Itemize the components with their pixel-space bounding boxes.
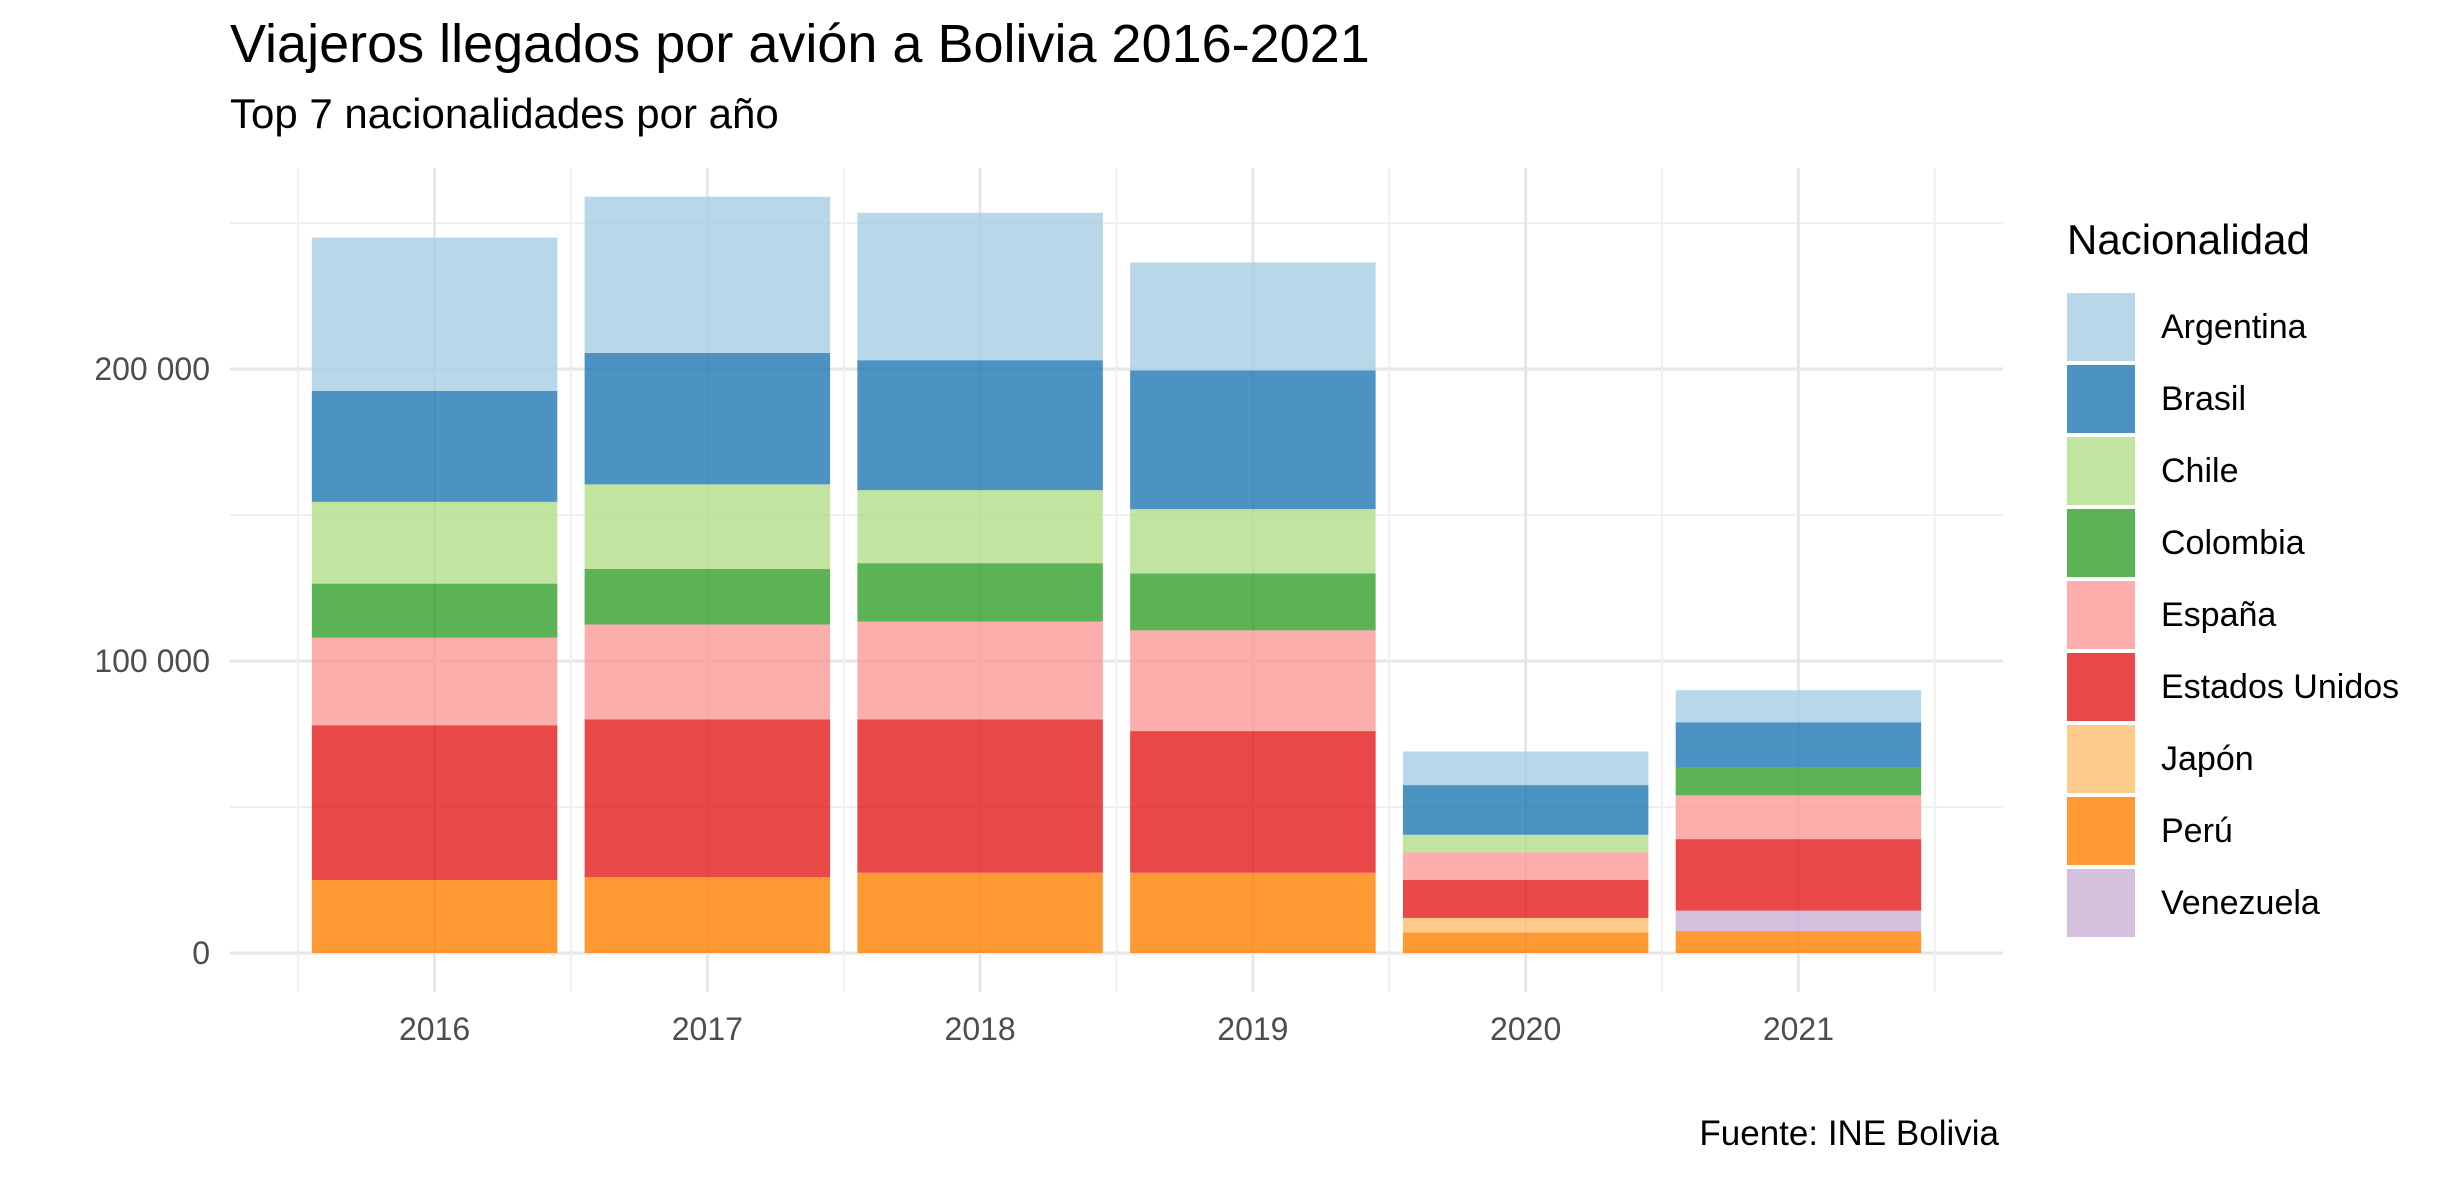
- bar-segment: [1402, 932, 1649, 953]
- bar-segment: [584, 624, 831, 720]
- legend-item: Perú: [2067, 795, 2399, 867]
- bar-segment: [1130, 630, 1376, 732]
- legend-swatch: [2067, 581, 2135, 649]
- bar-segment: [1675, 910, 1922, 932]
- legend-swatch: [2067, 293, 2135, 361]
- legend-label: Chile: [2161, 451, 2239, 490]
- legend-label: Estados Unidos: [2161, 667, 2400, 706]
- legend-swatch: [2067, 869, 2135, 937]
- y-tick-label: 200 000: [94, 351, 210, 387]
- bar-segment: [584, 484, 831, 570]
- legend-swatch: [2067, 365, 2135, 433]
- legend-item: Chile: [2067, 435, 2399, 507]
- bar-segment: [1402, 852, 1649, 880]
- bar-segment: [584, 352, 831, 485]
- y-tick-label: 0: [192, 935, 210, 971]
- bar-segment: [1402, 834, 1649, 853]
- bar-segment: [857, 360, 1103, 491]
- x-tick-labels: 2016 2017 2018 2019 2020 2021: [399, 1011, 1834, 1047]
- legend-swatch: [2067, 509, 2135, 577]
- legend-label: Japón: [2161, 739, 2254, 778]
- x-tick-label: 2018: [945, 1011, 1016, 1047]
- bar-segment: [1675, 795, 1922, 840]
- bar-segment: [584, 196, 831, 353]
- bar-segment: [1402, 917, 1649, 933]
- legend-label: Brasil: [2161, 379, 2247, 418]
- bar-segment: [1130, 262, 1376, 371]
- legend-item: Argentina: [2067, 291, 2399, 363]
- bar-segment: [1675, 767, 1922, 796]
- bar-segment: [584, 569, 831, 625]
- bar-segment: [1130, 370, 1376, 510]
- y-tick-label: 100 000: [94, 643, 210, 679]
- bars-layer: [311, 196, 1922, 953]
- legend-label: España: [2161, 595, 2277, 634]
- legend-item: Japón: [2067, 723, 2399, 795]
- bar-segment: [1402, 751, 1649, 786]
- bar-segment: [311, 880, 558, 953]
- x-tick-label: 2019: [1217, 1011, 1288, 1047]
- legend: Nacionalidad Argentina Brasil Chile Colombi…: [2067, 215, 2399, 939]
- x-tick-label: 2016: [399, 1011, 470, 1047]
- bar-segment: [857, 490, 1103, 564]
- bar-segment: [1130, 872, 1376, 953]
- bar-segment: [584, 719, 831, 878]
- legend-label: Venezuela: [2161, 883, 2320, 922]
- x-tick-label: 2017: [672, 1011, 743, 1047]
- legend-item: Colombia: [2067, 507, 2399, 579]
- bar-segment: [311, 390, 558, 502]
- bar-segment: [1402, 785, 1649, 835]
- legend-label: Argentina: [2161, 307, 2307, 346]
- bar-segment: [857, 872, 1103, 953]
- legend-swatch: [2067, 653, 2135, 721]
- bar-segment: [311, 637, 558, 726]
- bar-segment: [1402, 880, 1649, 918]
- x-tick-label: 2020: [1490, 1011, 1561, 1047]
- bar-segment: [311, 237, 558, 391]
- bar-segment: [311, 725, 558, 880]
- legend-swatch: [2067, 725, 2135, 793]
- bar-segment: [857, 621, 1103, 720]
- legend-title: Nacionalidad: [2067, 216, 2310, 263]
- bar-segment: [857, 212, 1103, 361]
- legend-label: Perú: [2161, 811, 2233, 850]
- chart-subtitle: Top 7 nacionalidades por año: [230, 90, 779, 137]
- bar-segment: [311, 583, 558, 638]
- legend-items: Argentina Brasil Chile Colombia España Estado…: [2067, 291, 2399, 939]
- bar-segment: [311, 501, 558, 584]
- x-tick-label: 2021: [1763, 1011, 1834, 1047]
- y-tick-labels: 0 100 000 200 000: [94, 351, 210, 971]
- bar-segment: [857, 719, 1103, 873]
- legend-swatch: [2067, 437, 2135, 505]
- bar-segment: [857, 563, 1103, 622]
- legend-swatch: [2067, 797, 2135, 865]
- bar-segment: [584, 877, 831, 953]
- bar-segment: [1130, 509, 1376, 574]
- legend-item: Estados Unidos: [2067, 651, 2399, 723]
- chart-title: Viajeros llegados por avión a Bolivia 20…: [230, 14, 1370, 74]
- bar-segment: [1675, 931, 1922, 953]
- bar-segment: [1130, 731, 1376, 873]
- legend-item: Brasil: [2067, 363, 2399, 435]
- legend-label: Colombia: [2161, 523, 2305, 562]
- bar-segment: [1675, 722, 1922, 768]
- chart-caption: Fuente: INE Bolivia: [1699, 1114, 1999, 1153]
- legend-item: Venezuela: [2067, 867, 2399, 939]
- bar-segment: [1130, 573, 1376, 631]
- bar-segment: [1675, 839, 1922, 911]
- legend-item: España: [2067, 579, 2399, 651]
- bar-segment: [1675, 690, 1922, 723]
